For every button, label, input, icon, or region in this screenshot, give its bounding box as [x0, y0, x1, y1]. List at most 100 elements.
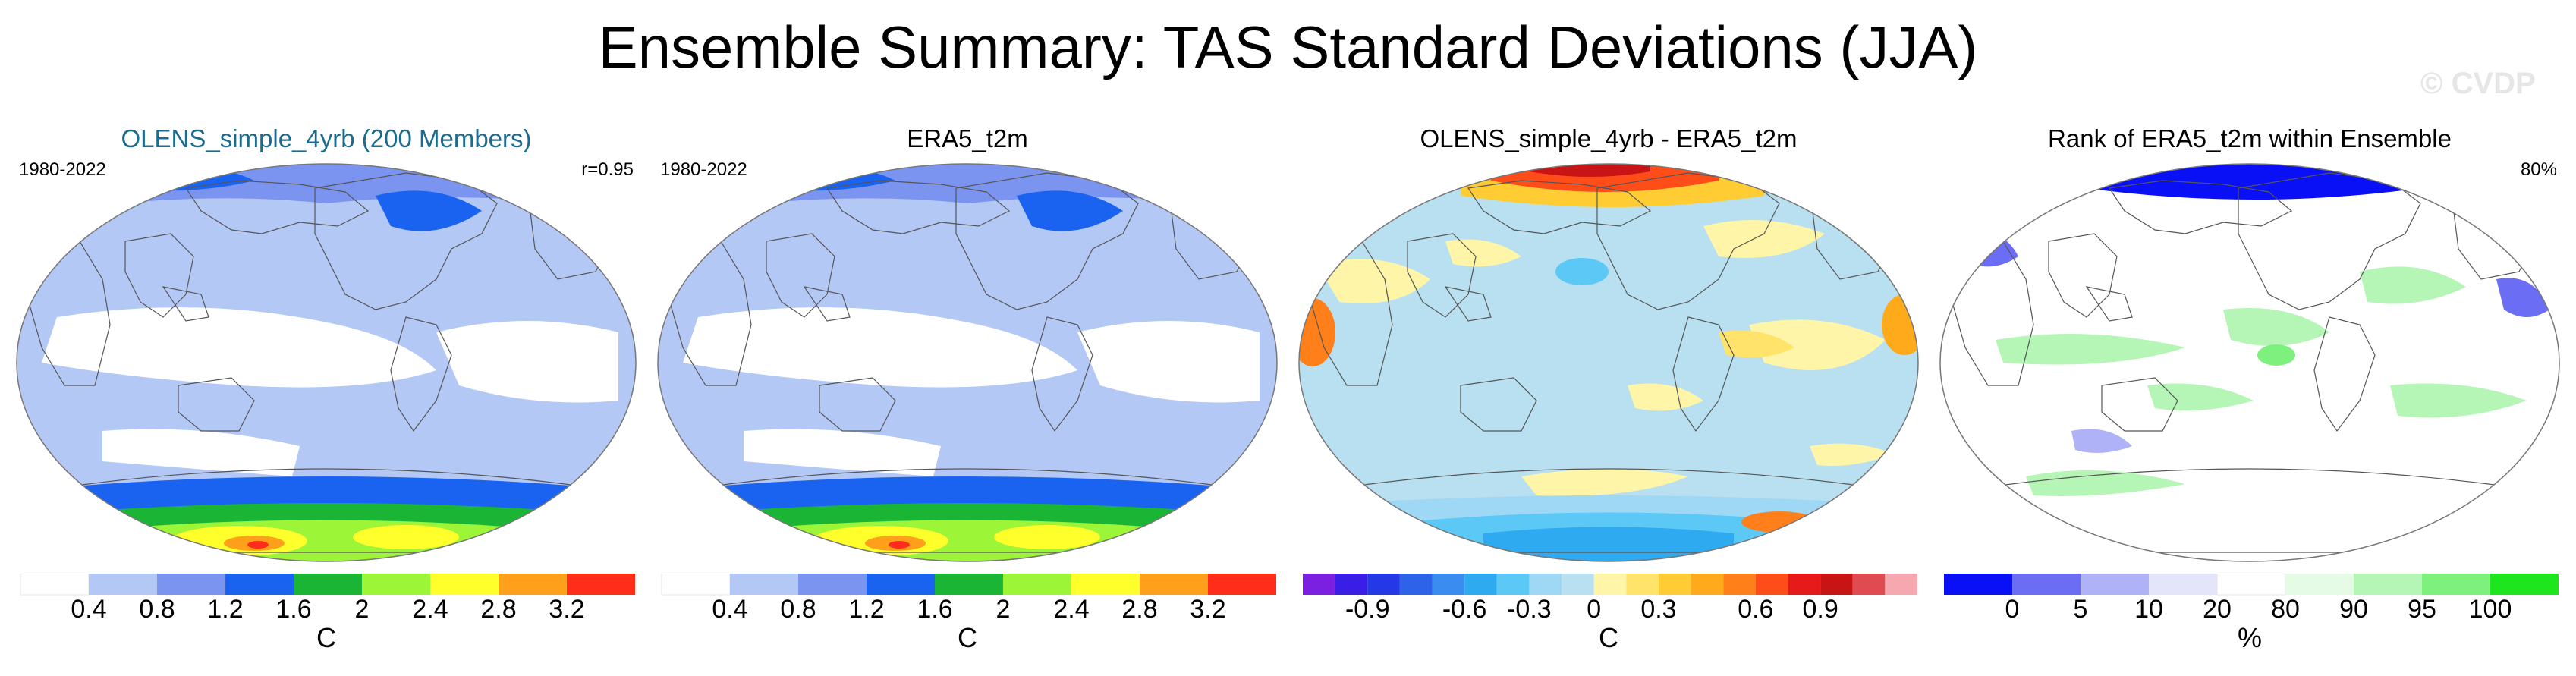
- colorbar-swatch: [935, 574, 1003, 595]
- map-field: [1940, 164, 2559, 561]
- colorbar-swatch: [1496, 574, 1530, 595]
- percent-label: 80%: [2520, 159, 2557, 180]
- colorbar-tick-label: 20: [2203, 595, 2232, 619]
- colorbar-tick-label: 3.2: [1190, 595, 1225, 619]
- colorbar-swatch: [2012, 574, 2081, 595]
- colorbar-tick-label: 0: [1587, 595, 1601, 619]
- panel-difference: OLENS_simple_4yrb - ERA5_t2m -0.9 -0.6 -0.…: [1294, 121, 1923, 676]
- coastline: [766, 233, 835, 318]
- global-map: [657, 163, 1278, 562]
- colorbar-swatch: [2149, 574, 2217, 595]
- colorbar-swatch: [1303, 574, 1335, 595]
- tropical-band: [1077, 321, 1260, 403]
- colorbar-tick-label: 0.8: [139, 595, 175, 619]
- global-map: [1298, 163, 1919, 562]
- colorbar-swatch: [499, 574, 567, 595]
- colorbar-unit: C: [1599, 622, 1618, 653]
- panel-title: OLENS_simple_4yrb (200 Members): [121, 124, 532, 152]
- arctic-band: [376, 190, 482, 231]
- colorbar-swatch: [1399, 574, 1433, 595]
- map-field: [1299, 164, 1918, 561]
- global-map: [1939, 163, 2560, 562]
- coastline: [1672, 316, 1735, 432]
- colorbar-swatch: [2354, 574, 2422, 595]
- colorbar-tick-label: 3.2: [549, 595, 584, 619]
- colorbar-swatch: [1071, 574, 1140, 595]
- figure-title: Ensemble Summary: TAS Standard Deviation…: [598, 14, 1978, 80]
- colorbar-swatch: [430, 574, 499, 595]
- coastline: [1444, 286, 1492, 322]
- negative-anomaly: [1555, 258, 1609, 285]
- map-field: [17, 164, 636, 561]
- coastline: [2313, 316, 2376, 432]
- coastline: [178, 377, 255, 432]
- high-rank-region: [1996, 334, 2185, 365]
- colorbar-swatch: [1885, 574, 1917, 595]
- colorbar-swatch: [798, 574, 867, 595]
- colorbar-swatch: [567, 574, 635, 595]
- high-rank-region: [2360, 266, 2466, 304]
- coastline: [1407, 233, 1477, 318]
- high-rank-region: [2390, 383, 2527, 418]
- colorbar-swatch: [1691, 574, 1724, 595]
- colorbar-swatch: [2285, 574, 2354, 595]
- high-rank-region: [2257, 344, 2295, 366]
- high-rank-region: [2147, 383, 2254, 411]
- coastline: [1467, 180, 1652, 234]
- colorbar-swatch: [867, 574, 935, 595]
- colorbar-tick-label: 2.8: [480, 595, 516, 619]
- coastline: [2085, 286, 2133, 322]
- colorbar-tick-label: 5: [2074, 595, 2088, 619]
- positive-anomaly: [1445, 239, 1521, 267]
- colorbar-swatch: [1335, 574, 1368, 595]
- coastline: [162, 286, 209, 322]
- colorbar-swatch: [1723, 574, 1756, 595]
- colorbar: 0.4 0.8 1.2 1.6 2 2.4 2.8 3.2: [661, 574, 1276, 619]
- coastline: [826, 180, 1011, 234]
- colorbar-swatch: [89, 574, 157, 595]
- map-border: [657, 163, 1278, 562]
- tropical-band: [436, 321, 618, 403]
- colorbar-unit: %: [2237, 622, 2262, 653]
- colorbar-swatch: [1367, 574, 1400, 595]
- colorbar-unit: C: [958, 622, 977, 653]
- colorbar-swatch: [1140, 574, 1208, 595]
- coastline: [1031, 316, 1093, 432]
- colorbar-tick-label: -0.6: [1442, 595, 1487, 619]
- colorbar-tick-label: 10: [2134, 595, 2163, 619]
- colorbar-swatch: [2081, 574, 2149, 595]
- panel-title: ERA5_t2m: [907, 124, 1028, 152]
- positive-anomaly: [1521, 469, 1688, 496]
- colorbar-tick-label: 2.8: [1121, 595, 1157, 619]
- map-border: [1298, 163, 1919, 562]
- colorbar-tick-label: 95: [2408, 595, 2436, 619]
- positive-anomaly: [1810, 443, 1893, 466]
- positive-anomaly: [1749, 319, 1886, 370]
- colorbar-tick-label: 90: [2339, 595, 2368, 619]
- panel-rank: Rank of ERA5_t2m within Ensemble 80% 0 5 1…: [1935, 121, 2565, 676]
- colorbar-swatch: [661, 574, 731, 596]
- colorbar-swatch: [1593, 574, 1627, 595]
- colorbar: 0.4 0.8 1.2 1.6 2 2.4 2.8 3.2: [20, 574, 635, 619]
- colorbar-tick-label: 0.6: [1738, 595, 1773, 619]
- coastline: [803, 286, 851, 322]
- low-rank-region: [2496, 278, 2549, 317]
- high-rank-region: [2223, 308, 2329, 346]
- coastline: [1949, 241, 2034, 386]
- coastline: [184, 180, 370, 234]
- period-label: 1980-2022: [660, 159, 747, 180]
- cvdp-watermark: © CVDP: [2420, 67, 2536, 100]
- coastline: [2108, 180, 2293, 234]
- coastline: [2101, 377, 2178, 432]
- period-label: 1980-2022: [19, 159, 106, 180]
- coastline: [26, 241, 111, 386]
- colorbar-tick-label: 2: [996, 595, 1011, 619]
- colorbar-swatch: [1208, 574, 1276, 595]
- colorbar-tick-label: 2.4: [1053, 595, 1089, 619]
- antarctic-band: [889, 541, 910, 549]
- panel-era5-std: ERA5_t2m 1980-2022 0.4 0.8 1.2 1.6 2 2.4 2.8 3.…: [653, 121, 1282, 676]
- coastline: [1308, 241, 1393, 386]
- colorbar-tick-label: 0.8: [780, 595, 816, 619]
- panel-olens-std: OLENS_simple_4yrb (200 Members) 1980-202…: [11, 121, 641, 676]
- panel-title: Rank of ERA5_t2m within Ensemble: [2048, 124, 2452, 152]
